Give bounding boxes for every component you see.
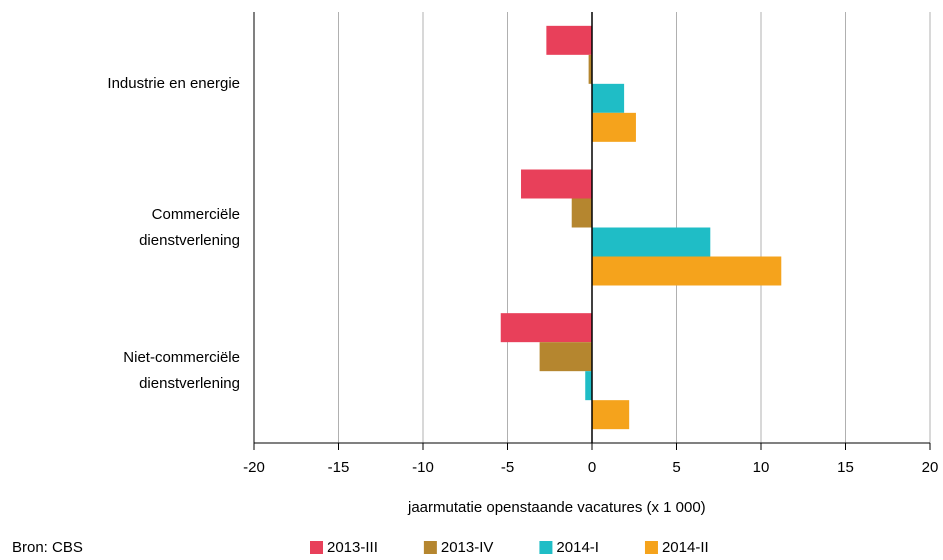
x-tick-label: 15 xyxy=(837,459,854,476)
bar xyxy=(521,169,592,199)
bar xyxy=(592,256,782,286)
legend-swatch xyxy=(644,541,658,554)
y-tick-label: Industrie en energie xyxy=(107,74,240,92)
legend-label: 2013-IV xyxy=(441,539,494,556)
x-axis-label: jaarmutatie openstaande vacatures (x 1 0… xyxy=(407,499,706,516)
legend-swatch xyxy=(423,541,437,554)
y-tick-label: Commerciële dienstverlening xyxy=(139,205,240,249)
legend-swatch xyxy=(539,541,553,554)
bar xyxy=(592,83,625,113)
bar xyxy=(500,313,592,343)
x-tick-label: -10 xyxy=(412,459,434,476)
x-tick-label: 10 xyxy=(753,459,770,476)
x-tick-label: 0 xyxy=(588,459,596,476)
y-tick-label: Niet-commerciële dienstverlening xyxy=(123,349,240,393)
x-tick-label: -5 xyxy=(501,459,514,476)
source: Bron: CBS xyxy=(12,539,83,556)
bar xyxy=(539,342,592,372)
x-tick-label: 20 xyxy=(922,459,939,476)
bar xyxy=(592,400,630,430)
bar xyxy=(592,112,636,142)
bar xyxy=(546,25,592,55)
bar xyxy=(571,198,592,228)
bar xyxy=(592,227,711,257)
legend-label: 2014-I xyxy=(556,539,599,556)
x-tick-label: -20 xyxy=(243,459,265,476)
bar xyxy=(585,371,592,401)
bar xyxy=(588,54,592,84)
legend-label: 2013-III xyxy=(327,539,378,556)
legend-swatch xyxy=(310,541,323,554)
x-tick-label: -15 xyxy=(328,459,350,476)
legend-label: 2014-II xyxy=(662,539,709,556)
x-tick-label: 5 xyxy=(672,459,680,476)
